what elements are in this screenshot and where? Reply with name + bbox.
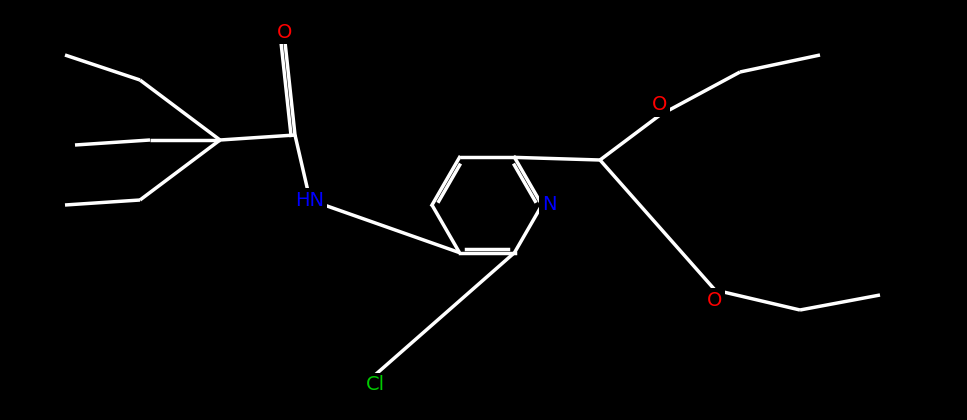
Text: O: O: [707, 291, 722, 310]
Text: O: O: [278, 23, 293, 42]
Text: HN: HN: [296, 191, 325, 210]
Text: Cl: Cl: [366, 375, 385, 394]
Text: N: N: [542, 195, 556, 215]
Text: O: O: [653, 95, 667, 115]
